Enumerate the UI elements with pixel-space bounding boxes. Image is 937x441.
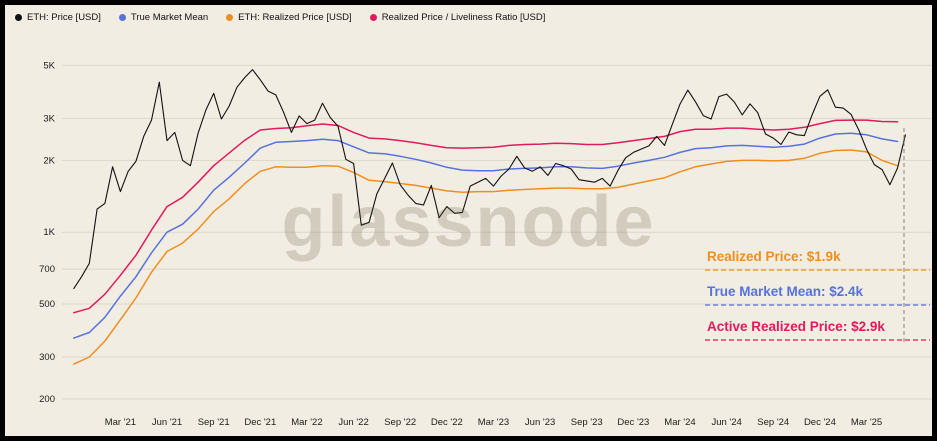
- legend-label: Realized Price / Liveliness Ratio [USD]: [381, 12, 546, 23]
- legend-dot-icon: [226, 14, 234, 21]
- y-tick-label: 200: [39, 394, 55, 405]
- x-tick-label: Sep '24: [757, 417, 789, 428]
- annotation-active-realized-price: Active Realized Price: $2.9k: [707, 319, 885, 334]
- legend-label: ETH: Realized Price [USD]: [238, 12, 352, 23]
- x-tick-label: Sep '21: [198, 417, 230, 428]
- legend-item-true-market-mean[interactable]: True Market Mean: [118, 12, 209, 23]
- y-tick-label: 3K: [43, 113, 55, 124]
- y-tick-label: 1K: [43, 227, 55, 238]
- x-tick-label: Mar '21: [105, 417, 136, 428]
- legend-label: ETH: Price [USD]: [27, 12, 101, 23]
- legend-dot-icon: [15, 14, 22, 21]
- series-eth-price[interactable]: [73, 69, 906, 290]
- x-tick-label: Sep '23: [571, 417, 603, 428]
- annotation-true-market-mean: True Market Mean: $2.4k: [707, 284, 864, 299]
- legend-label: True Market Mean: [130, 12, 209, 23]
- legend: ETH: Price [USD] True Market Mean ETH: Rea…: [15, 12, 545, 23]
- legend-item-eth-price-usd[interactable]: ETH: Price [USD]: [15, 12, 101, 23]
- annotation-realized-price: Realized Price: $1.9k: [707, 249, 841, 264]
- x-tick-label: Jun '21: [152, 417, 182, 428]
- y-tick-label: 700: [39, 264, 55, 275]
- x-tick-label: Dec '23: [617, 417, 649, 428]
- x-tick-label: Mar '24: [664, 417, 695, 428]
- legend-item-realized-price-liveliness-ratio-usd[interactable]: Realized Price / Liveliness Ratio [USD]: [369, 12, 546, 23]
- legend-item-eth-realized-price-usd[interactable]: ETH: Realized Price [USD]: [226, 12, 352, 23]
- x-tick-label: Jun '23: [525, 417, 555, 428]
- x-tick-label: Jun '22: [338, 417, 368, 428]
- legend-dot-icon: [369, 14, 377, 21]
- x-tick-label: Sep '22: [384, 417, 416, 428]
- y-tick-label: 300: [39, 352, 55, 363]
- x-tick-label: Dec '22: [431, 417, 463, 428]
- series-realized-price[interactable]: [73, 149, 899, 365]
- series-active-realized-price[interactable]: [73, 119, 899, 314]
- y-tick-label: 5K: [43, 60, 55, 71]
- y-tick-label: 500: [39, 299, 55, 310]
- price-chart-plot[interactable]: 5K 3K 2K 1K 700 500 300 200 Mar '21 Jun '21 Sep '2…: [5, 5, 932, 436]
- legend-dot-icon: [118, 14, 126, 21]
- y-tick-label: 2K: [43, 155, 55, 166]
- x-tick-label: Jun '24: [711, 417, 741, 428]
- x-tick-label: Dec '21: [244, 417, 276, 428]
- x-tick-label: Mar '23: [478, 417, 509, 428]
- x-tick-label: Dec '24: [804, 417, 836, 428]
- x-tick-label: Mar '22: [291, 417, 322, 428]
- x-tick-label: Mar '25: [851, 417, 882, 428]
- series-true-market-mean[interactable]: [73, 132, 899, 339]
